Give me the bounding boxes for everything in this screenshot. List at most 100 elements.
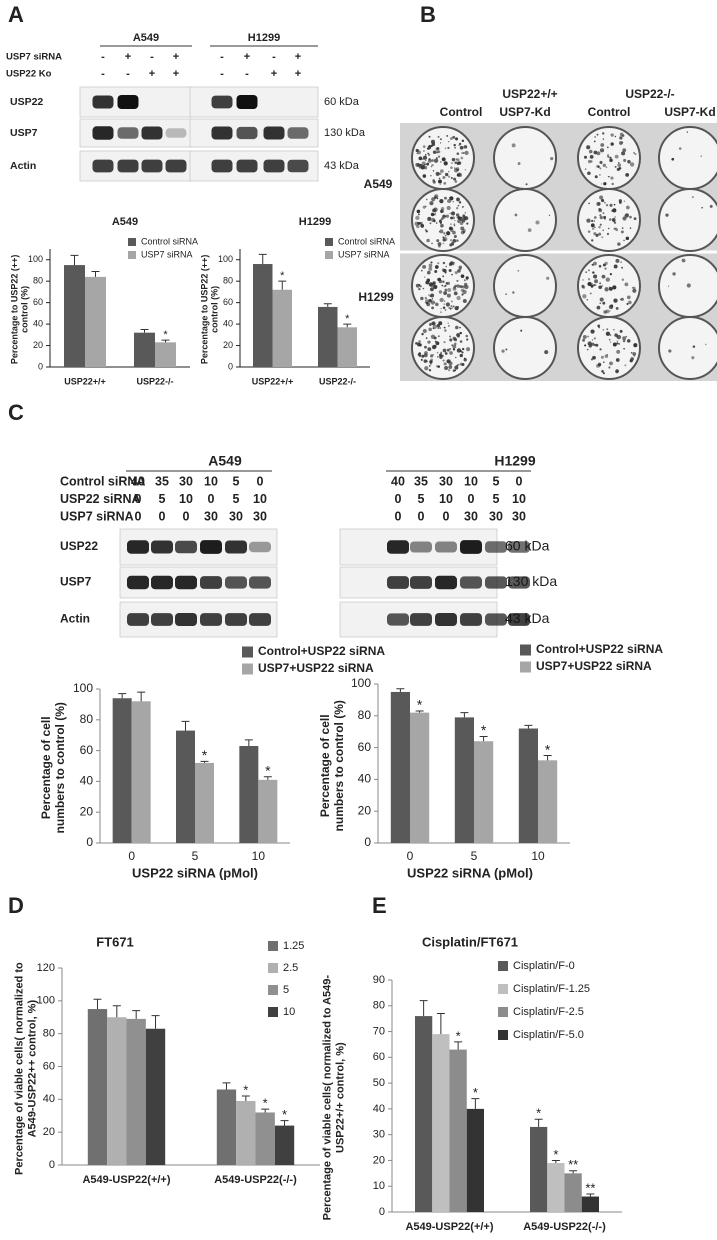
colony: [616, 340, 618, 342]
colony: [432, 179, 436, 182]
colony: [588, 149, 593, 154]
cell-line-label: H1299: [358, 290, 394, 304]
blot-band: [460, 613, 482, 626]
colony: [615, 228, 619, 232]
condition-amount: 5: [493, 492, 500, 506]
colony: [428, 282, 434, 287]
bar: [134, 332, 155, 367]
colony: [588, 202, 590, 205]
colony: [415, 284, 418, 287]
colony: [601, 274, 606, 279]
panel-label: E: [372, 893, 387, 918]
colony: [421, 161, 426, 166]
error-bar: [415, 710, 424, 713]
blot-band: [508, 613, 530, 626]
colony: [442, 275, 445, 278]
colony: [609, 361, 613, 366]
colony: [445, 214, 450, 218]
colony: [602, 212, 605, 214]
colony: [603, 201, 606, 204]
blot-band: [410, 576, 432, 589]
condition-amount: 30: [179, 474, 193, 488]
colony: [602, 229, 604, 232]
colony: [448, 226, 453, 231]
colony: [613, 227, 616, 230]
colony: [446, 281, 451, 285]
colony: [622, 339, 626, 343]
significance-mark: **: [568, 1157, 578, 1172]
significance-mark: *: [263, 1096, 268, 1111]
colony: [457, 161, 460, 165]
legend-swatch: [128, 238, 136, 246]
x-tick-label: 0: [407, 849, 414, 863]
legend-swatch: [498, 961, 508, 971]
colony: [454, 365, 459, 370]
plate-well: [658, 126, 717, 190]
colony: [442, 261, 446, 265]
colony: [587, 171, 591, 176]
colony: [443, 232, 446, 235]
colony: [444, 196, 447, 200]
colony: [427, 159, 432, 163]
colony: [630, 351, 633, 354]
colony: [440, 352, 442, 354]
colony: [436, 351, 439, 354]
colony: [627, 159, 631, 164]
colony: [594, 226, 596, 229]
colony: [587, 335, 589, 338]
plate-well: [493, 316, 557, 380]
colony: [603, 215, 607, 219]
colony: [421, 332, 424, 336]
colony: [598, 285, 602, 290]
condition-amount: 30: [464, 509, 478, 523]
colony: [457, 269, 461, 273]
condition-label: USP7 siRNA: [6, 52, 62, 63]
colony: [452, 135, 456, 139]
colony: [607, 154, 609, 156]
blot-band: [249, 613, 271, 626]
colony: [517, 269, 520, 272]
x-tick-label: A549-USP22(-/-): [523, 1221, 606, 1233]
colony: [437, 327, 440, 329]
y-tick-label: 20: [43, 1126, 55, 1138]
colony: [586, 218, 591, 223]
condition-amount: 0: [395, 509, 402, 523]
colony: [459, 353, 463, 358]
legend-swatch: [242, 663, 253, 675]
colony: [440, 307, 442, 310]
y-tick-label: 100: [37, 995, 55, 1007]
colony: [462, 289, 467, 295]
colony: [436, 239, 440, 243]
colony: [430, 293, 435, 298]
bar: [538, 760, 558, 843]
blot-band: [387, 540, 409, 554]
colony: [595, 343, 599, 347]
colony: [616, 342, 619, 345]
colony: [605, 331, 611, 336]
colony: [421, 354, 425, 358]
colony: [430, 261, 433, 264]
colony: [608, 227, 610, 230]
colony: [446, 134, 449, 137]
colony: [431, 321, 436, 326]
y-axis-label: Percentage to USP22 (++) control (%): [199, 254, 220, 365]
colony: [431, 197, 436, 202]
y-tick-label: 20: [80, 804, 94, 818]
colony: [422, 145, 426, 149]
colony: [446, 231, 451, 236]
colony: [458, 142, 462, 146]
blot-band: [151, 540, 173, 554]
colony: [610, 156, 612, 159]
blot-band: [508, 541, 530, 553]
colony: [632, 286, 636, 290]
legend-label: 5: [283, 984, 289, 996]
colony: [462, 151, 465, 155]
colony: [450, 177, 453, 180]
colony: [439, 355, 443, 359]
colony: [629, 227, 632, 229]
bar: [107, 1017, 127, 1165]
condition-sign: -: [150, 51, 154, 63]
plate-well: [658, 316, 717, 380]
colony: [593, 261, 597, 266]
y-tick-label: 0: [379, 1206, 385, 1218]
